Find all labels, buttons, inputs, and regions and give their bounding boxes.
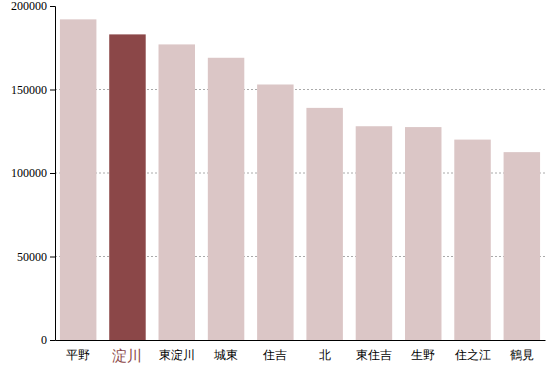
y-tick-mark	[50, 90, 55, 91]
x-tick-label: 城東	[213, 348, 238, 362]
x-tick-label: 生野	[411, 348, 435, 362]
y-tick: 200000	[11, 0, 55, 13]
x-tick-label: 平野	[66, 348, 90, 362]
x-tick: 平野	[66, 340, 90, 362]
bar	[356, 126, 392, 340]
x-tick: 住吉	[262, 340, 287, 362]
x-tick-label: 北	[319, 348, 331, 362]
x-tick: 鶴見	[510, 340, 534, 362]
x-tick: 淀川	[112, 340, 142, 365]
bars	[60, 19, 540, 340]
y-tick: 150000	[11, 83, 55, 97]
x-axis-line	[56, 340, 546, 341]
y-tick-label: 200000	[11, 0, 47, 13]
y-tick: 0	[41, 333, 55, 347]
plot: 0 50000 100000 150000 200000 平野 淀川 東淀川 城東 住吉 北 東住吉 生…	[11, 0, 546, 365]
bar	[504, 152, 540, 340]
x-tick: 住之江	[454, 340, 491, 362]
x-tick-label: 東淀川	[159, 348, 195, 362]
x-tick-label: 淀川	[112, 347, 142, 365]
bar	[306, 108, 342, 340]
y-tick-label: 0	[41, 333, 47, 347]
y-tick-mark	[50, 6, 55, 7]
bar	[60, 19, 96, 340]
bar	[405, 127, 441, 340]
y-tick-label: 150000	[11, 83, 47, 97]
y-tick: 100000	[11, 166, 55, 180]
y-tick-mark	[50, 340, 55, 341]
y-axis: 0 50000 100000 150000 200000	[11, 0, 56, 347]
bar	[257, 84, 293, 340]
y-tick-label: 50000	[17, 250, 47, 264]
x-tick: 北	[319, 340, 331, 362]
x-tick-label: 鶴見	[510, 348, 534, 362]
chart: 0 50000 100000 150000 200000 平野 淀川 東淀川 城東 住吉 北 東住吉 生…	[0, 0, 551, 368]
x-axis: 平野 淀川 東淀川 城東 住吉 北 東住吉 生野 住之江 鶴見	[56, 340, 546, 365]
bar	[159, 44, 195, 340]
x-tick: 東淀川	[159, 340, 195, 362]
bar	[454, 140, 490, 340]
x-tick: 城東	[213, 340, 238, 362]
y-tick-mark	[50, 173, 55, 174]
x-tick: 東住吉	[356, 340, 392, 362]
bar	[109, 34, 145, 340]
y-tick-label: 100000	[11, 166, 47, 180]
y-axis-line	[50, 7, 56, 341]
x-tick-label: 東住吉	[356, 348, 392, 362]
y-tick: 50000	[17, 250, 55, 264]
x-tick-label: 住吉	[262, 348, 287, 362]
bar	[208, 58, 244, 340]
y-tick-mark	[50, 257, 55, 258]
x-tick: 生野	[411, 340, 435, 362]
x-tick-label: 住之江	[454, 348, 491, 362]
